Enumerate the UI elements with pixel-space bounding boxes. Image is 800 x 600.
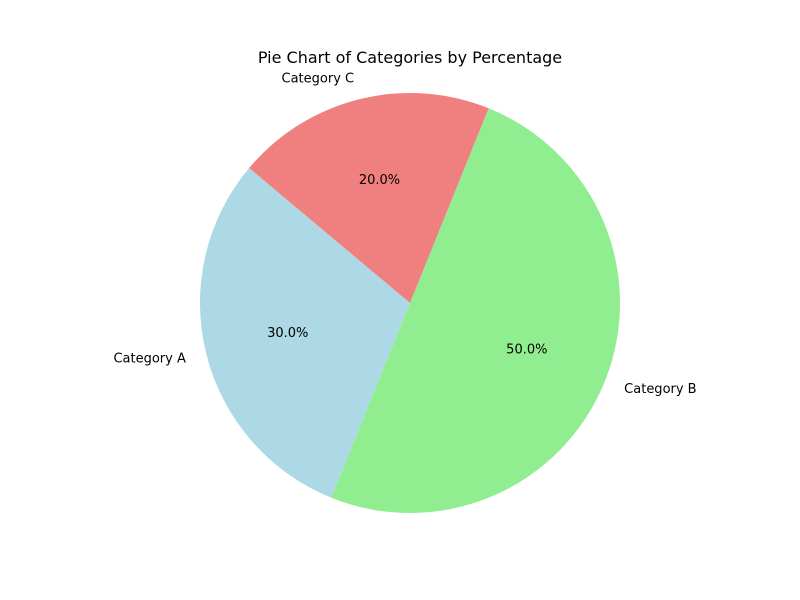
- pie-slice-category-c: [249, 92, 489, 303]
- slice-pct-category-b: 50.0%: [506, 343, 547, 358]
- slices-layer: [199, 92, 621, 514]
- pie-slice-category-b: [331, 108, 621, 514]
- slice-label-category-c: Category C: [282, 71, 355, 86]
- slice-label-category-b: Category B: [624, 382, 696, 397]
- chart-title: Pie Chart of Categories by Percentage: [258, 48, 562, 67]
- slice-pct-category-a: 30.0%: [267, 326, 308, 341]
- slice-label-category-a: Category A: [113, 351, 186, 366]
- labels-layer: Category A 30.0% Category B 50.0% Category C…: [113, 71, 696, 397]
- slice-pct-category-c: 20.0%: [359, 173, 400, 188]
- pie-slice-category-a: [199, 168, 410, 498]
